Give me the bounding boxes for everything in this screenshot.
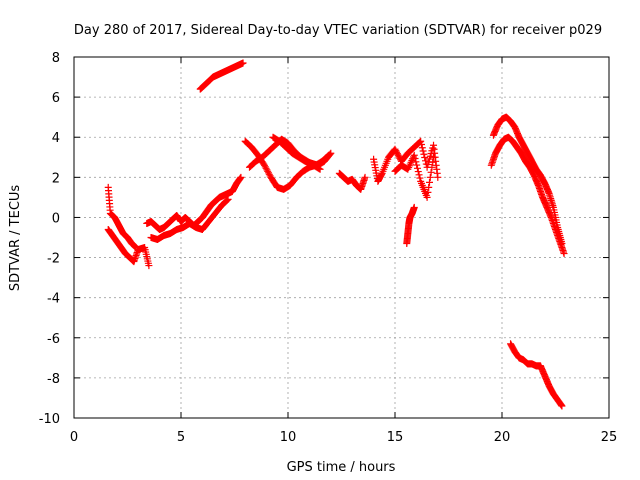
- data-point: [420, 150, 428, 158]
- y-tick-label: 0: [52, 211, 60, 226]
- x-tick-labels: 0 5 10 15 20 25: [70, 430, 617, 445]
- y-tick-label: -8: [47, 372, 60, 387]
- data-point: [426, 178, 434, 186]
- data-point: [429, 158, 437, 166]
- data-point: [434, 173, 442, 181]
- data-point: [418, 144, 426, 152]
- data-point: [393, 148, 401, 156]
- data-point: [264, 167, 272, 175]
- data-point: [560, 250, 568, 258]
- series-arc-5: [196, 59, 247, 93]
- y-axis-label: SDTVAR / TECUs: [8, 185, 23, 292]
- y-tick-label: 6: [52, 91, 60, 106]
- y-tick-labels: -10 -8 -6 -4 -2 0 2 4 6 8: [39, 51, 60, 427]
- data-point: [415, 171, 423, 179]
- data-point: [327, 149, 335, 157]
- data-point: [145, 262, 153, 270]
- y-tick-label: -4: [47, 292, 60, 307]
- y-tick-label: -10: [39, 412, 60, 427]
- data-point: [421, 157, 429, 165]
- data-point: [265, 170, 273, 178]
- data-point: [419, 147, 427, 155]
- data-point: [413, 161, 421, 169]
- series-arc-14: [487, 133, 568, 258]
- data-point: [412, 158, 420, 166]
- x-tick-label: 5: [177, 430, 185, 445]
- data-point: [421, 154, 429, 162]
- data-point: [391, 145, 399, 153]
- data-points: [104, 59, 568, 410]
- x-tick-label: 0: [70, 430, 78, 445]
- y-tick-label: 4: [52, 131, 60, 146]
- series-arc-11: [391, 151, 438, 201]
- y-tick-label: -2: [47, 252, 60, 267]
- x-tick-label: 25: [601, 430, 618, 445]
- data-point: [423, 193, 431, 201]
- data-point: [427, 168, 435, 176]
- data-point: [264, 169, 272, 177]
- data-point: [223, 196, 231, 204]
- series-arc-15: [507, 340, 566, 410]
- y-tick-label: 2: [52, 171, 60, 186]
- data-point: [392, 147, 400, 155]
- data-point: [132, 244, 140, 252]
- series-arc-2: [104, 183, 140, 252]
- series-arc-12: [403, 203, 418, 248]
- data-point: [326, 150, 334, 158]
- series-arc-8: [269, 133, 335, 169]
- data-point: [393, 150, 401, 158]
- x-tick-label: 20: [494, 430, 511, 445]
- data-point: [417, 137, 425, 145]
- data-point: [394, 151, 402, 159]
- data-point: [425, 183, 433, 191]
- data-point: [413, 164, 421, 172]
- series-arc-10: [370, 137, 442, 185]
- series-arc-9: [335, 169, 369, 193]
- data-point: [410, 151, 418, 159]
- data-point: [428, 163, 436, 171]
- series-arc-1: [104, 225, 153, 270]
- data-point: [260, 161, 268, 169]
- data-point: [417, 140, 425, 148]
- data-point: [430, 153, 438, 161]
- plot-frame: [73, 56, 610, 419]
- x-tick-label: 10: [280, 430, 297, 445]
- y-tick-label: 8: [52, 51, 60, 66]
- data-point: [263, 166, 271, 174]
- data-point: [262, 164, 270, 172]
- data-point: [424, 188, 432, 196]
- data-point: [239, 59, 247, 67]
- data-point: [414, 168, 422, 176]
- data-point: [410, 203, 418, 211]
- series-arc-4: [147, 195, 232, 244]
- data-point: [237, 173, 245, 181]
- data-point: [224, 195, 232, 203]
- data-point: [222, 197, 230, 205]
- chart-title: Day 280 of 2017, Sidereal Day-to-day VTE…: [74, 23, 602, 38]
- data-point: [261, 163, 269, 171]
- y-tick-label: -6: [47, 332, 60, 347]
- x-axis-label: GPS time / hours: [287, 460, 396, 475]
- data-point: [361, 173, 369, 181]
- data-point: [411, 155, 419, 163]
- data-point: [416, 174, 424, 182]
- x-tick-label: 15: [387, 430, 404, 445]
- data-point: [558, 402, 566, 410]
- data-point: [426, 173, 434, 181]
